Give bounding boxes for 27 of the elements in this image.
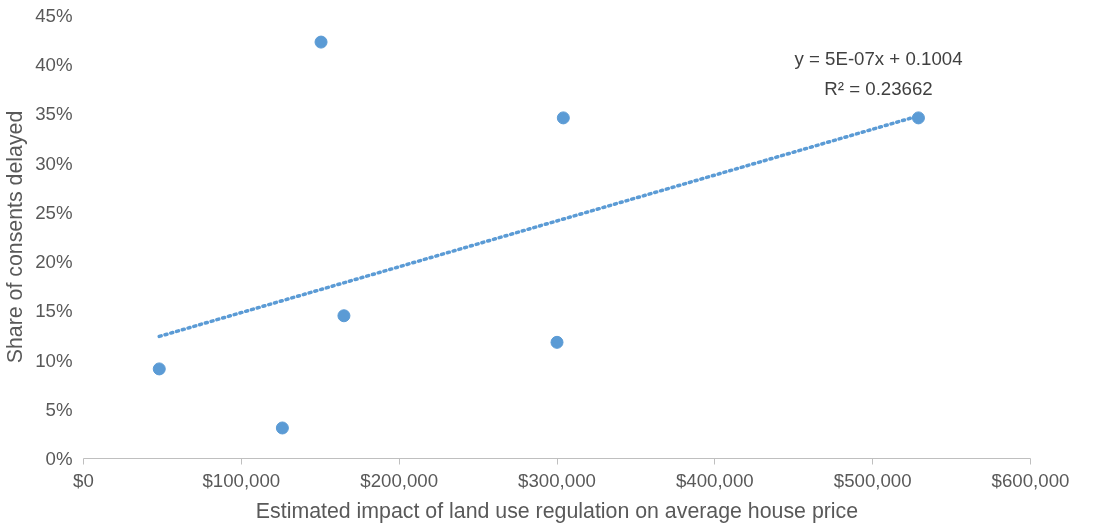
y-tick-label: 25% [35, 201, 73, 223]
point [556, 111, 570, 125]
y-tick-label: 35% [35, 103, 73, 125]
x-tick-label: $100,000 [202, 469, 281, 491]
x-tick-label: $400,000 [675, 469, 754, 491]
point [152, 362, 166, 376]
x-tick-label: $600,000 [991, 469, 1070, 491]
x-axis-title: Estimated impact of land use regulation on average house price [255, 498, 859, 523]
y-tick-label: 30% [35, 152, 73, 174]
y-axis-title: Share of consents delayed [3, 110, 28, 364]
x-tick-label: $200,000 [360, 469, 439, 491]
point [314, 35, 328, 49]
y-tick-label: 15% [35, 300, 73, 322]
point [550, 335, 564, 349]
y-tick-label: 5% [45, 398, 73, 420]
y-tick-label: 20% [35, 251, 73, 273]
annotation: R² = 0.23662 [824, 78, 933, 99]
x-tick-label: $500,000 [833, 469, 912, 491]
y-tick-label: 0% [45, 448, 73, 469]
y-tick-label: 45% [35, 5, 73, 26]
y-tick-label: 10% [35, 349, 73, 371]
y-tick-label: 40% [35, 54, 73, 76]
x-tick-label: $300,000 [518, 469, 596, 491]
point [337, 309, 351, 323]
x-tick-label: $0 [73, 469, 94, 491]
point [275, 421, 289, 435]
annotation: y = 5E-07x + 0.1004 [794, 48, 963, 69]
